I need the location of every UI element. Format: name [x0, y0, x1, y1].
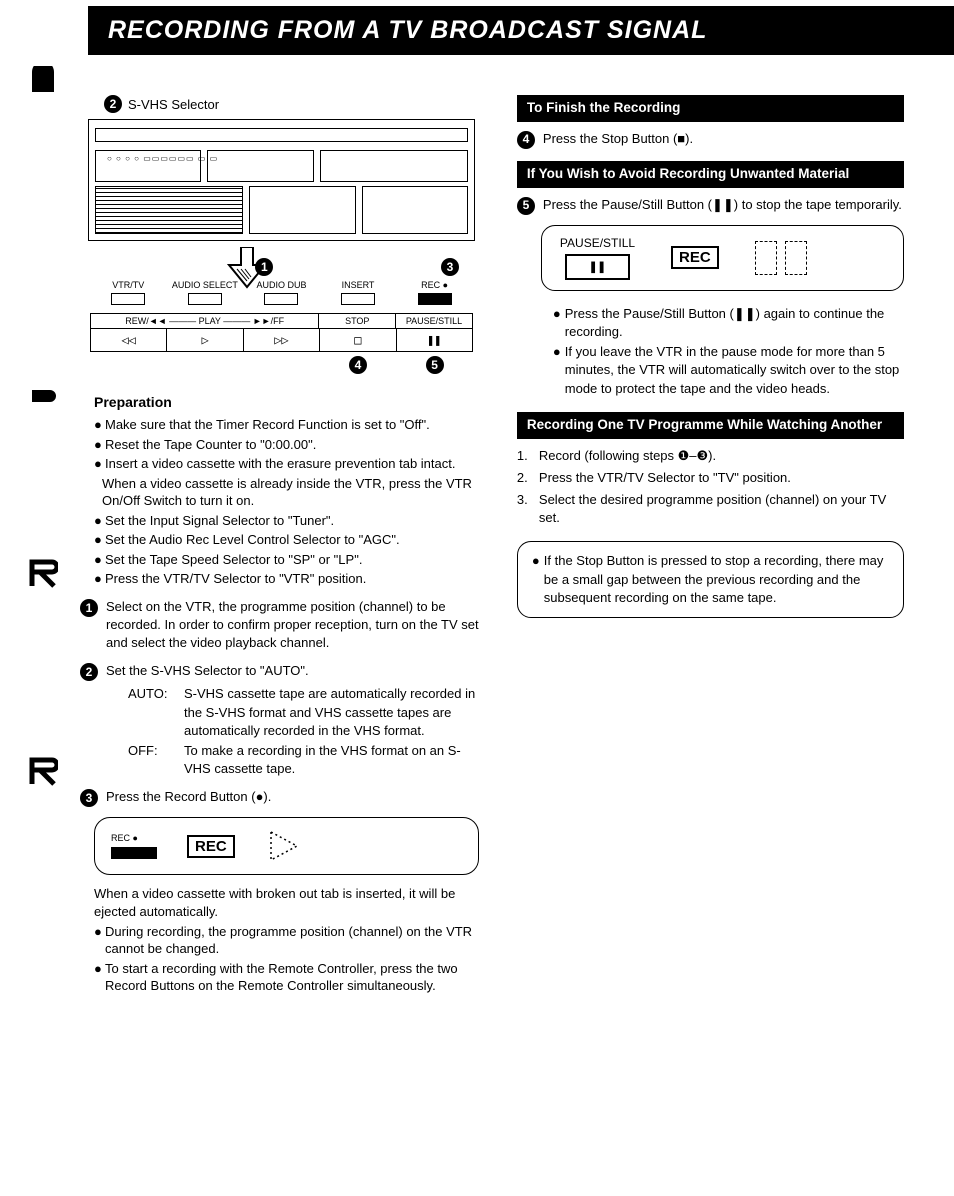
transport-symbol: □	[320, 329, 396, 351]
section-finish: To Finish the Recording	[517, 95, 904, 122]
transport-label: PAUSE/STILL	[396, 314, 472, 328]
btn-label: AUDIO SELECT	[172, 280, 238, 290]
step-text: Press the Pause/Still Button (❚❚) to sto…	[543, 196, 902, 215]
preparation-list: ●Make sure that the Timer Record Functio…	[94, 416, 483, 473]
step-marker-3-icon: 3	[80, 789, 98, 807]
step-text: Select on the VTR, the programme positio…	[106, 598, 483, 653]
def-text: S-VHS cassette tape are automatically re…	[184, 685, 483, 740]
rec-small-label: REC ●	[111, 833, 138, 843]
avoid-bullets: ●Press the Pause/Still Button (❚❚) again…	[553, 305, 904, 398]
transport-label: REW/◄◄ ——— PLAY ——— ►►/FF	[91, 314, 319, 328]
thumb-tab-icon	[28, 66, 58, 96]
bullet-text: Set the Input Signal Selector to "Tuner"…	[105, 512, 334, 530]
def-key: AUTO:	[128, 685, 176, 740]
device-button-row: VTR/TV AUDIO SELECT AUDIO DUB INSERT REC…	[90, 280, 473, 305]
note-box: ●If the Stop Button is pressed to stop a…	[517, 541, 904, 618]
thumb-tab-icon	[28, 756, 58, 786]
note-text: When a video cassette with broken out ta…	[94, 885, 483, 920]
transport-label: STOP	[319, 314, 396, 328]
rec-display-diagram: REC ● REC	[94, 817, 479, 875]
dotted-pause-icon	[755, 241, 807, 275]
transport-controls-diagram: REW/◄◄ ——— PLAY ——— ►►/FF STOP PAUSE/STI…	[90, 313, 473, 352]
play-dotted-icon	[265, 828, 301, 864]
btn-label: AUDIO DUB	[256, 280, 306, 290]
step-text: Set the S-VHS Selector to "AUTO".	[106, 662, 483, 680]
step-text: Press the Record Button (●).	[106, 788, 483, 807]
callout-svhs: 2 S-VHS Selector	[104, 95, 483, 113]
step-marker-5-icon: 5	[517, 197, 535, 215]
transport-symbol: ❚❚	[397, 329, 472, 351]
step-marker-5-icon: 5	[426, 356, 444, 374]
def-text: To make a recording in the VHS format on…	[184, 742, 483, 778]
watch-steps: 1.Record (following steps ❶–❸). 2.Press …	[517, 447, 904, 528]
preparation-heading: Preparation	[94, 394, 483, 410]
step-3: 3 Press the Record Button (●).	[80, 788, 483, 807]
step-marker-1-icon: 1	[80, 599, 98, 617]
pause-display-diagram: PAUSE/STILL ❚❚ REC	[541, 225, 904, 291]
pause-symbol: ❚❚	[565, 254, 630, 280]
transport-symbol: ◁◁	[91, 329, 167, 351]
step-marker-4-icon: 4	[517, 131, 535, 149]
step-5: 5 Press the Pause/Still Button (❚❚) to s…	[517, 196, 904, 215]
right-column: To Finish the Recording 4 Press the Stop…	[517, 95, 904, 997]
device-diagram: ○ ○ ○ ○ ▭▭▭▭▭▭ ▭ ▭	[88, 119, 475, 241]
manual-page: RECORDING FROM A TV BROADCAST SIGNAL 2 S…	[0, 6, 954, 1037]
btn-label: VTR/TV	[112, 280, 144, 290]
list-text: Record (following steps ❶–❸).	[539, 447, 716, 465]
rec-box-label: REC	[671, 246, 719, 269]
def-key: OFF:	[128, 742, 176, 778]
bullet-text: Insert a video cassette with the erasure…	[105, 455, 455, 473]
note-text: When a video cassette is already inside …	[102, 475, 483, 510]
transport-symbol: ▷	[167, 329, 243, 351]
step-4: 4 Press the Stop Button (■).	[517, 130, 904, 149]
bullet-text: During recording, the programme position…	[105, 923, 483, 958]
bullet-text: Set the Audio Rec Level Control Selector…	[105, 531, 400, 549]
list-text: Select the desired programme position (c…	[539, 491, 904, 527]
bullet-text: Make sure that the Timer Record Function…	[105, 416, 430, 434]
after-rec-list: ●During recording, the programme positio…	[94, 923, 483, 995]
bullet-text: Press the Pause/Still Button (❚❚) again …	[565, 305, 904, 341]
section-watch: Recording One TV Programme While Watchin…	[517, 412, 904, 439]
transport-symbol: ▷▷	[244, 329, 320, 351]
step-marker-2-icon: 2	[104, 95, 122, 113]
thumb-tab-icon	[28, 558, 58, 588]
callout-label: S-VHS Selector	[128, 97, 219, 112]
thumb-tab-icon	[28, 386, 58, 416]
pause-label: PAUSE/STILL	[560, 236, 635, 250]
left-column: 2 S-VHS Selector ○ ○ ○ ○ ▭▭▭▭▭▭ ▭ ▭	[80, 95, 483, 997]
step-marker-3-icon: 3	[441, 258, 459, 276]
bullet-text: To start a recording with the Remote Con…	[105, 960, 483, 995]
btn-label: REC ●	[421, 280, 448, 290]
bullet-text: Press the VTR/TV Selector to "VTR" posit…	[105, 570, 366, 588]
preparation-list-2: ●Set the Input Signal Selector to "Tuner…	[94, 512, 483, 588]
step-2: 2 Set the S-VHS Selector to "AUTO".	[80, 662, 483, 681]
bullet-text: Reset the Tape Counter to "0:00.00".	[105, 436, 316, 454]
step-marker-4-icon: 4	[349, 356, 367, 374]
step-1: 1 Select on the VTR, the programme posit…	[80, 598, 483, 653]
bullet-text: Set the Tape Speed Selector to "SP" or "…	[105, 551, 362, 569]
page-title: RECORDING FROM A TV BROADCAST SIGNAL	[88, 6, 954, 55]
list-text: Press the VTR/TV Selector to "TV" positi…	[539, 469, 791, 487]
step-marker-2-icon: 2	[80, 663, 98, 681]
section-avoid: If You Wish to Avoid Recording Unwanted …	[517, 161, 904, 188]
step-text: Press the Stop Button (■).	[543, 130, 693, 149]
note-text: If the Stop Button is pressed to stop a …	[544, 552, 889, 607]
btn-label: INSERT	[342, 280, 375, 290]
bullet-text: If you leave the VTR in the pause mode f…	[565, 343, 904, 398]
rec-box-label: REC	[187, 835, 235, 858]
